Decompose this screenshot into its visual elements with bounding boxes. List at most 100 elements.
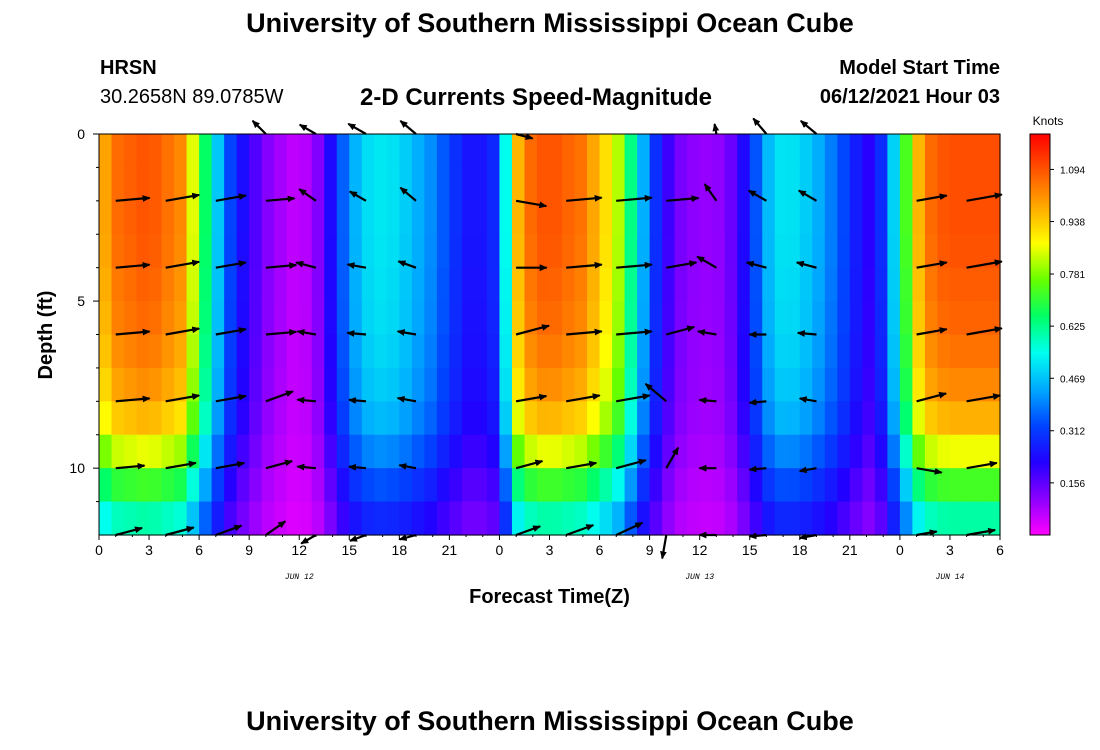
heatmap-cell — [774, 167, 788, 202]
heatmap-cell — [587, 334, 601, 369]
heatmap-cell — [662, 200, 676, 235]
heatmap-cell — [637, 134, 651, 169]
heatmap-cell — [874, 267, 888, 302]
heatmap-cell — [261, 468, 275, 503]
heatmap-cell — [511, 200, 526, 235]
heatmap-cell — [299, 401, 313, 436]
heatmap-cell — [712, 367, 726, 402]
heatmap-cell — [912, 334, 926, 369]
heatmap-cell — [99, 367, 113, 402]
heatmap-cell — [687, 367, 701, 402]
heatmap-cell — [536, 468, 551, 503]
heatmap-cell — [687, 267, 701, 302]
date-label: JUN 14 — [936, 573, 965, 582]
heatmap-cell — [361, 468, 375, 503]
heatmap-cell — [712, 267, 726, 302]
x-tick-label: 0 — [896, 542, 904, 558]
heatmap-cell — [274, 134, 288, 169]
heatmap-cell — [211, 167, 225, 202]
heatmap-cell — [99, 167, 113, 202]
heatmap-cell — [862, 401, 876, 436]
heatmap-cell — [186, 434, 200, 469]
heatmap-cell — [949, 367, 964, 402]
heatmap-cell — [236, 301, 250, 336]
heatmap-cell — [762, 200, 776, 235]
heatmap-cell — [386, 200, 400, 235]
heatmap-cell — [174, 200, 188, 235]
heatmap-cell — [111, 301, 125, 336]
heatmap-cell — [799, 501, 813, 536]
current-vector — [348, 397, 367, 404]
heatmap-cell — [124, 267, 138, 302]
heatmap-cell — [937, 200, 951, 235]
heatmap-cell — [336, 167, 350, 202]
heatmap-cell — [912, 167, 926, 202]
heatmap-cell — [862, 468, 876, 503]
heatmap-cell — [799, 134, 813, 169]
heatmap-cell — [286, 401, 300, 436]
heatmap-cell — [536, 434, 551, 469]
heatmap-cell — [787, 167, 801, 202]
heatmap-cell — [849, 468, 863, 503]
x-tick-label: 9 — [646, 542, 654, 558]
heatmap-cell — [111, 134, 125, 169]
heatmap-cell — [524, 334, 538, 369]
heatmap-cell — [987, 134, 1001, 169]
heatmap-cell — [949, 200, 964, 235]
heatmap-cell — [574, 167, 588, 202]
heatmap-cell — [712, 234, 726, 269]
heatmap-cell — [937, 367, 951, 402]
heatmap-cell — [449, 501, 463, 536]
heatmap-cell — [837, 234, 851, 269]
heatmap-cell — [286, 200, 300, 235]
current-vector — [800, 120, 818, 135]
heatmap-cell — [486, 301, 501, 336]
current-vector — [115, 195, 151, 202]
current-vector — [265, 195, 296, 203]
heatmap-cell — [562, 334, 576, 369]
heatmap-cell — [161, 200, 175, 235]
heatmap-cell — [336, 401, 350, 436]
heatmap-cell — [574, 401, 588, 436]
heatmap-cell — [799, 234, 813, 269]
heatmap-cell — [762, 367, 776, 402]
heatmap-cell — [574, 134, 588, 169]
current-vector — [966, 393, 1002, 403]
heatmap-cell — [386, 234, 400, 269]
heatmap-cell — [824, 367, 838, 402]
heatmap-cell — [111, 267, 125, 302]
heatmap-cell — [962, 301, 976, 336]
heatmap-cell — [136, 468, 150, 503]
heatmap-cell — [562, 134, 576, 169]
heatmap-cell — [737, 434, 751, 469]
heatmap-cell — [249, 501, 263, 536]
heatmap-cell — [562, 167, 576, 202]
heatmap-cell — [536, 234, 551, 269]
heatmap-cell — [762, 301, 776, 336]
heatmap-cell — [549, 434, 563, 469]
heatmap-cell — [662, 367, 676, 402]
heatmap-cell — [762, 468, 776, 503]
heatmap-cell — [411, 134, 425, 169]
heatmap-cell — [474, 234, 488, 269]
heatmap-cell — [311, 267, 325, 302]
heatmap-cell — [574, 267, 588, 302]
heatmap-cell — [499, 367, 513, 402]
heatmap-cell — [99, 401, 113, 436]
heatmap-cell — [799, 434, 813, 469]
current-vector — [616, 328, 653, 336]
heatmap-cell — [962, 167, 976, 202]
heatmap-cell — [924, 200, 939, 235]
heatmap-cell — [161, 234, 175, 269]
heatmap-cell — [549, 267, 563, 302]
heatmap-cell — [637, 501, 651, 536]
heatmap-cell — [224, 167, 238, 202]
heatmap-cell — [324, 434, 338, 469]
heatmap-cell — [987, 267, 1001, 302]
heatmap-cell — [199, 267, 213, 302]
heatmap-cell — [699, 501, 713, 536]
heatmap-cell — [749, 468, 763, 503]
heatmap-cell — [399, 301, 413, 336]
heatmap-cell — [324, 167, 338, 202]
colorbar-tick-label: 0.156 — [1060, 479, 1085, 490]
